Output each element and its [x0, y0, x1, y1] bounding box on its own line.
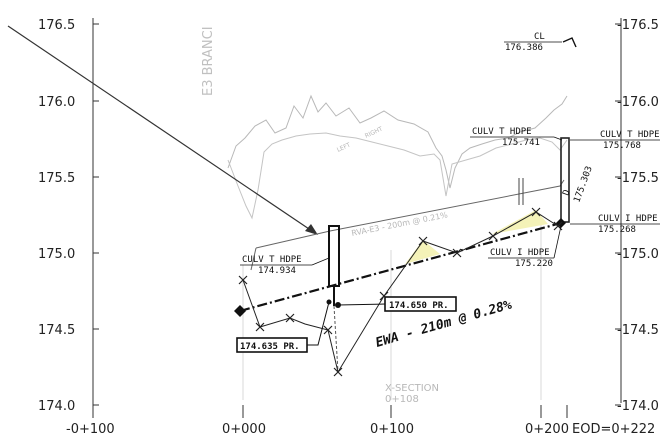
- y-tick-left-1: 176.5: [38, 18, 75, 33]
- x-tick-2: 0+000: [222, 422, 266, 437]
- culv-t-right-value: 175.768: [603, 141, 641, 151]
- y-tick-right-5: -174.5: [617, 323, 659, 338]
- invert-rotated-title: D: [561, 189, 572, 198]
- y-tick-right-3: -175.5: [617, 171, 659, 186]
- y-tick-left-3: 175.5: [38, 171, 75, 186]
- y-tick-left-4: 175.0: [38, 247, 75, 262]
- design-profile-line: [255, 179, 565, 249]
- cut-fill-region-1: [405, 240, 440, 264]
- right-tick-marks: [615, 23, 621, 406]
- ewa-start-diamond: [234, 305, 246, 317]
- y-tick-right-6: -174.0: [617, 399, 659, 414]
- culvert-right-box: [560, 137, 570, 223]
- ewa-grade-line: [239, 221, 562, 313]
- culv-i-right-value: 175.268: [598, 225, 636, 235]
- pr-box-1-leader: [337, 303, 386, 306]
- y-tick-left-6: 174.0: [38, 399, 75, 414]
- culv-i-mid-leader: [553, 225, 562, 259]
- left-faint-label: LEFT: [336, 141, 352, 153]
- pr-box-1-label: 174.650 PR.: [389, 301, 449, 311]
- leader-arrow-line: [7, 25, 316, 234]
- culvert-left-box: [328, 225, 340, 287]
- culvert-left-drop: [333, 305, 339, 373]
- cl-title: CL: [534, 32, 545, 42]
- left-tick-marks: [93, 23, 99, 406]
- eod-label: EOD=0+222: [572, 422, 655, 437]
- y-tick-left-5: 174.5: [38, 323, 75, 338]
- existing-ground-right: [227, 132, 568, 220]
- branch-watermark: E3 BRANCI: [201, 26, 216, 96]
- culv-i-mid-value: 175.220: [515, 259, 553, 269]
- x-tick-marks: [92, 403, 568, 418]
- x-tick-1: -0+100: [66, 422, 115, 437]
- cl-value: 176.386: [505, 43, 543, 53]
- x-tick-3: 0+100: [370, 422, 414, 437]
- culv-t-left-value: 174.934: [258, 266, 296, 276]
- pr-box-2-label: 174.635 PR.: [240, 342, 300, 352]
- x-tick-4: 0+200: [525, 422, 569, 437]
- y-tick-right-1: -176.5: [617, 18, 659, 33]
- y-tick-left-2: 176.0: [38, 95, 75, 110]
- invert-rotated-value: 175.303: [572, 165, 594, 204]
- pr-box-2-leader: [307, 301, 330, 346]
- culv-t-mid-leader: [553, 136, 563, 141]
- cut-fill-region-2: [492, 210, 548, 234]
- culv-i-mid-title: CULV I HDPE: [490, 248, 550, 258]
- xsection-value: 0+108: [385, 394, 419, 405]
- culv-t-mid-title: CULV T HDPE: [472, 127, 532, 137]
- survey-ground-line: [242, 211, 562, 374]
- culv-t-left-title: CULV T HDPE: [242, 255, 302, 265]
- y-tick-right-4: -175.0: [617, 247, 659, 262]
- station-guides: [242, 220, 542, 400]
- culv-t-left-leader: [311, 257, 330, 266]
- design-profile-left-drop: [250, 247, 257, 271]
- survey-x-markers: [238, 207, 563, 377]
- leader-arrowhead: [305, 224, 318, 235]
- culv-t-right-title: CULV T HDPE: [600, 130, 660, 140]
- y-tick-right-2: -176.0: [617, 95, 659, 110]
- culv-t-mid-value: 175.741: [502, 138, 540, 148]
- xsection-title: X-SECTION: [385, 383, 439, 394]
- culv-i-right-title: CULV I HDPE: [598, 214, 658, 224]
- cl-arrow-icon: [562, 37, 577, 48]
- right-faint-label: RIGHT: [364, 125, 384, 139]
